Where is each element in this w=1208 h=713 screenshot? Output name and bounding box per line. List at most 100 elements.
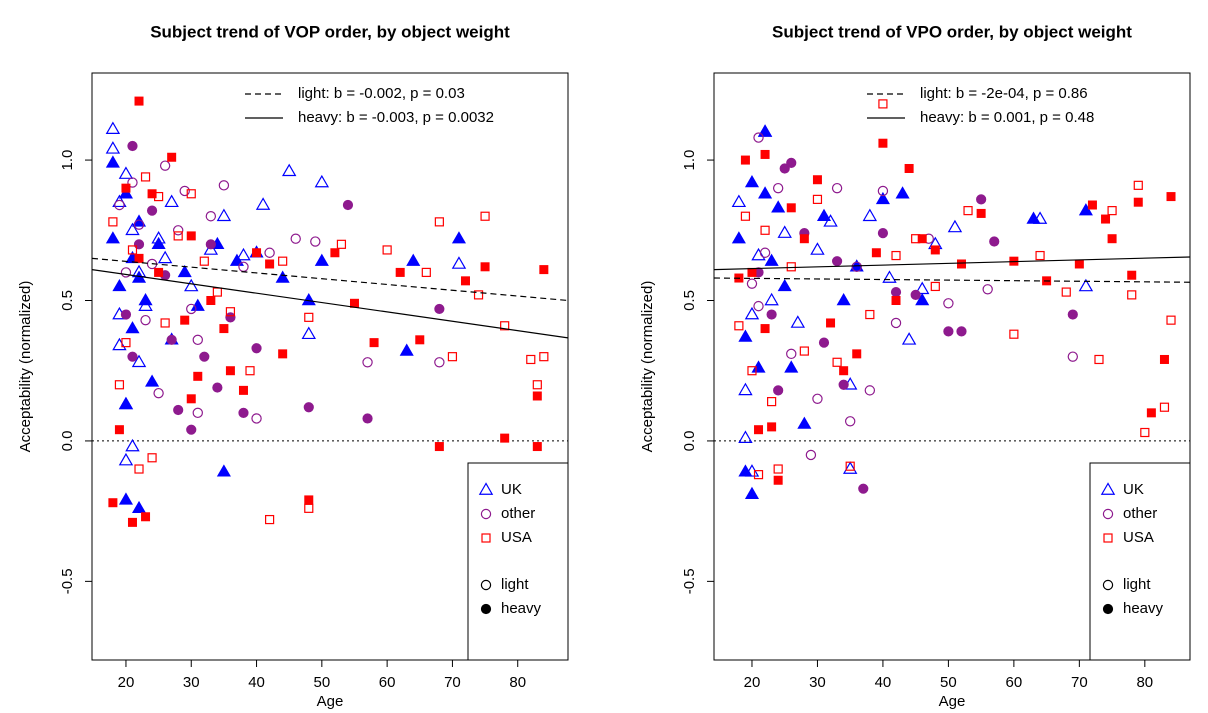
point xyxy=(251,343,262,354)
point xyxy=(901,332,917,345)
legend-label: other xyxy=(1123,505,1157,522)
point xyxy=(206,295,216,305)
point xyxy=(186,231,196,241)
point xyxy=(131,354,147,368)
legend-symbol xyxy=(1100,482,1116,495)
point xyxy=(779,163,790,174)
legend-symbol xyxy=(480,579,492,591)
plot-frame xyxy=(91,72,569,661)
legend-symbol xyxy=(480,508,492,520)
point xyxy=(771,200,786,213)
x-tick-label: 80 xyxy=(509,674,526,691)
point xyxy=(839,366,849,376)
point xyxy=(127,351,138,362)
point xyxy=(891,250,901,261)
legend-label: UK xyxy=(501,481,522,498)
point xyxy=(773,475,783,485)
point xyxy=(947,219,963,233)
point xyxy=(1166,192,1176,202)
point xyxy=(738,329,753,342)
point xyxy=(447,352,458,362)
point xyxy=(105,141,121,154)
point xyxy=(773,464,783,474)
point xyxy=(805,449,817,461)
x-tick-label: 30 xyxy=(183,674,200,691)
point xyxy=(539,265,549,275)
point xyxy=(145,374,160,387)
point xyxy=(895,186,910,199)
point xyxy=(826,318,836,328)
point xyxy=(747,366,757,376)
y-tick-label: 0.5 xyxy=(681,290,698,311)
point xyxy=(147,453,157,463)
point xyxy=(278,349,288,359)
point xyxy=(265,259,275,269)
point xyxy=(180,315,190,325)
point xyxy=(225,312,236,323)
point xyxy=(740,211,751,221)
point xyxy=(125,222,140,236)
point xyxy=(917,234,927,244)
point xyxy=(212,287,222,297)
point xyxy=(764,292,779,306)
legend-label: light: b = -0.002, p = 0.03 xyxy=(298,85,465,102)
point xyxy=(205,239,216,250)
legend-label: light xyxy=(501,576,529,593)
x-tick-label: 80 xyxy=(1136,674,1153,691)
point xyxy=(1107,206,1117,216)
point xyxy=(330,248,340,258)
point xyxy=(943,326,954,337)
point xyxy=(125,321,140,334)
legend-label: USA xyxy=(1123,529,1154,546)
legend-symbol xyxy=(478,482,494,495)
point xyxy=(746,278,758,289)
point xyxy=(245,366,255,376)
fit-line xyxy=(92,269,568,339)
point xyxy=(799,234,809,244)
point xyxy=(904,163,914,173)
point xyxy=(758,186,773,199)
x-axis-label: Age xyxy=(939,693,966,710)
legend-box xyxy=(1089,462,1191,661)
point xyxy=(877,227,889,239)
legend-symbol xyxy=(1102,579,1114,591)
y-tick-label: 1.0 xyxy=(59,150,76,171)
point xyxy=(838,379,849,390)
point xyxy=(777,278,792,292)
y-tick-label: -0.5 xyxy=(681,568,698,594)
point xyxy=(1166,315,1176,325)
point xyxy=(216,208,232,222)
point xyxy=(362,413,373,424)
point xyxy=(1078,278,1094,292)
point xyxy=(1127,290,1137,300)
legend-label: light: b = -2e-04, p = 0.86 xyxy=(920,85,1088,102)
point xyxy=(118,492,133,505)
point xyxy=(1067,351,1079,362)
point xyxy=(105,121,121,134)
point xyxy=(133,239,145,250)
point xyxy=(153,387,164,399)
point xyxy=(125,438,140,452)
point xyxy=(160,318,170,328)
point xyxy=(399,343,414,356)
point xyxy=(434,217,444,227)
point xyxy=(766,309,777,320)
point xyxy=(133,219,145,230)
point xyxy=(930,245,940,255)
plot-frame xyxy=(713,72,1191,661)
point xyxy=(1101,214,1111,224)
point xyxy=(784,360,799,373)
point xyxy=(225,366,235,376)
y-tick-label: 1.0 xyxy=(681,150,698,171)
point xyxy=(812,194,823,204)
point xyxy=(1087,200,1097,210)
point xyxy=(193,371,203,381)
point xyxy=(1133,197,1143,207)
point xyxy=(858,483,869,494)
point xyxy=(134,96,144,106)
legend-symbol xyxy=(1102,603,1114,615)
point xyxy=(1127,270,1137,280)
x-tick-label: 60 xyxy=(379,674,396,691)
point xyxy=(108,498,118,508)
point xyxy=(767,422,777,432)
